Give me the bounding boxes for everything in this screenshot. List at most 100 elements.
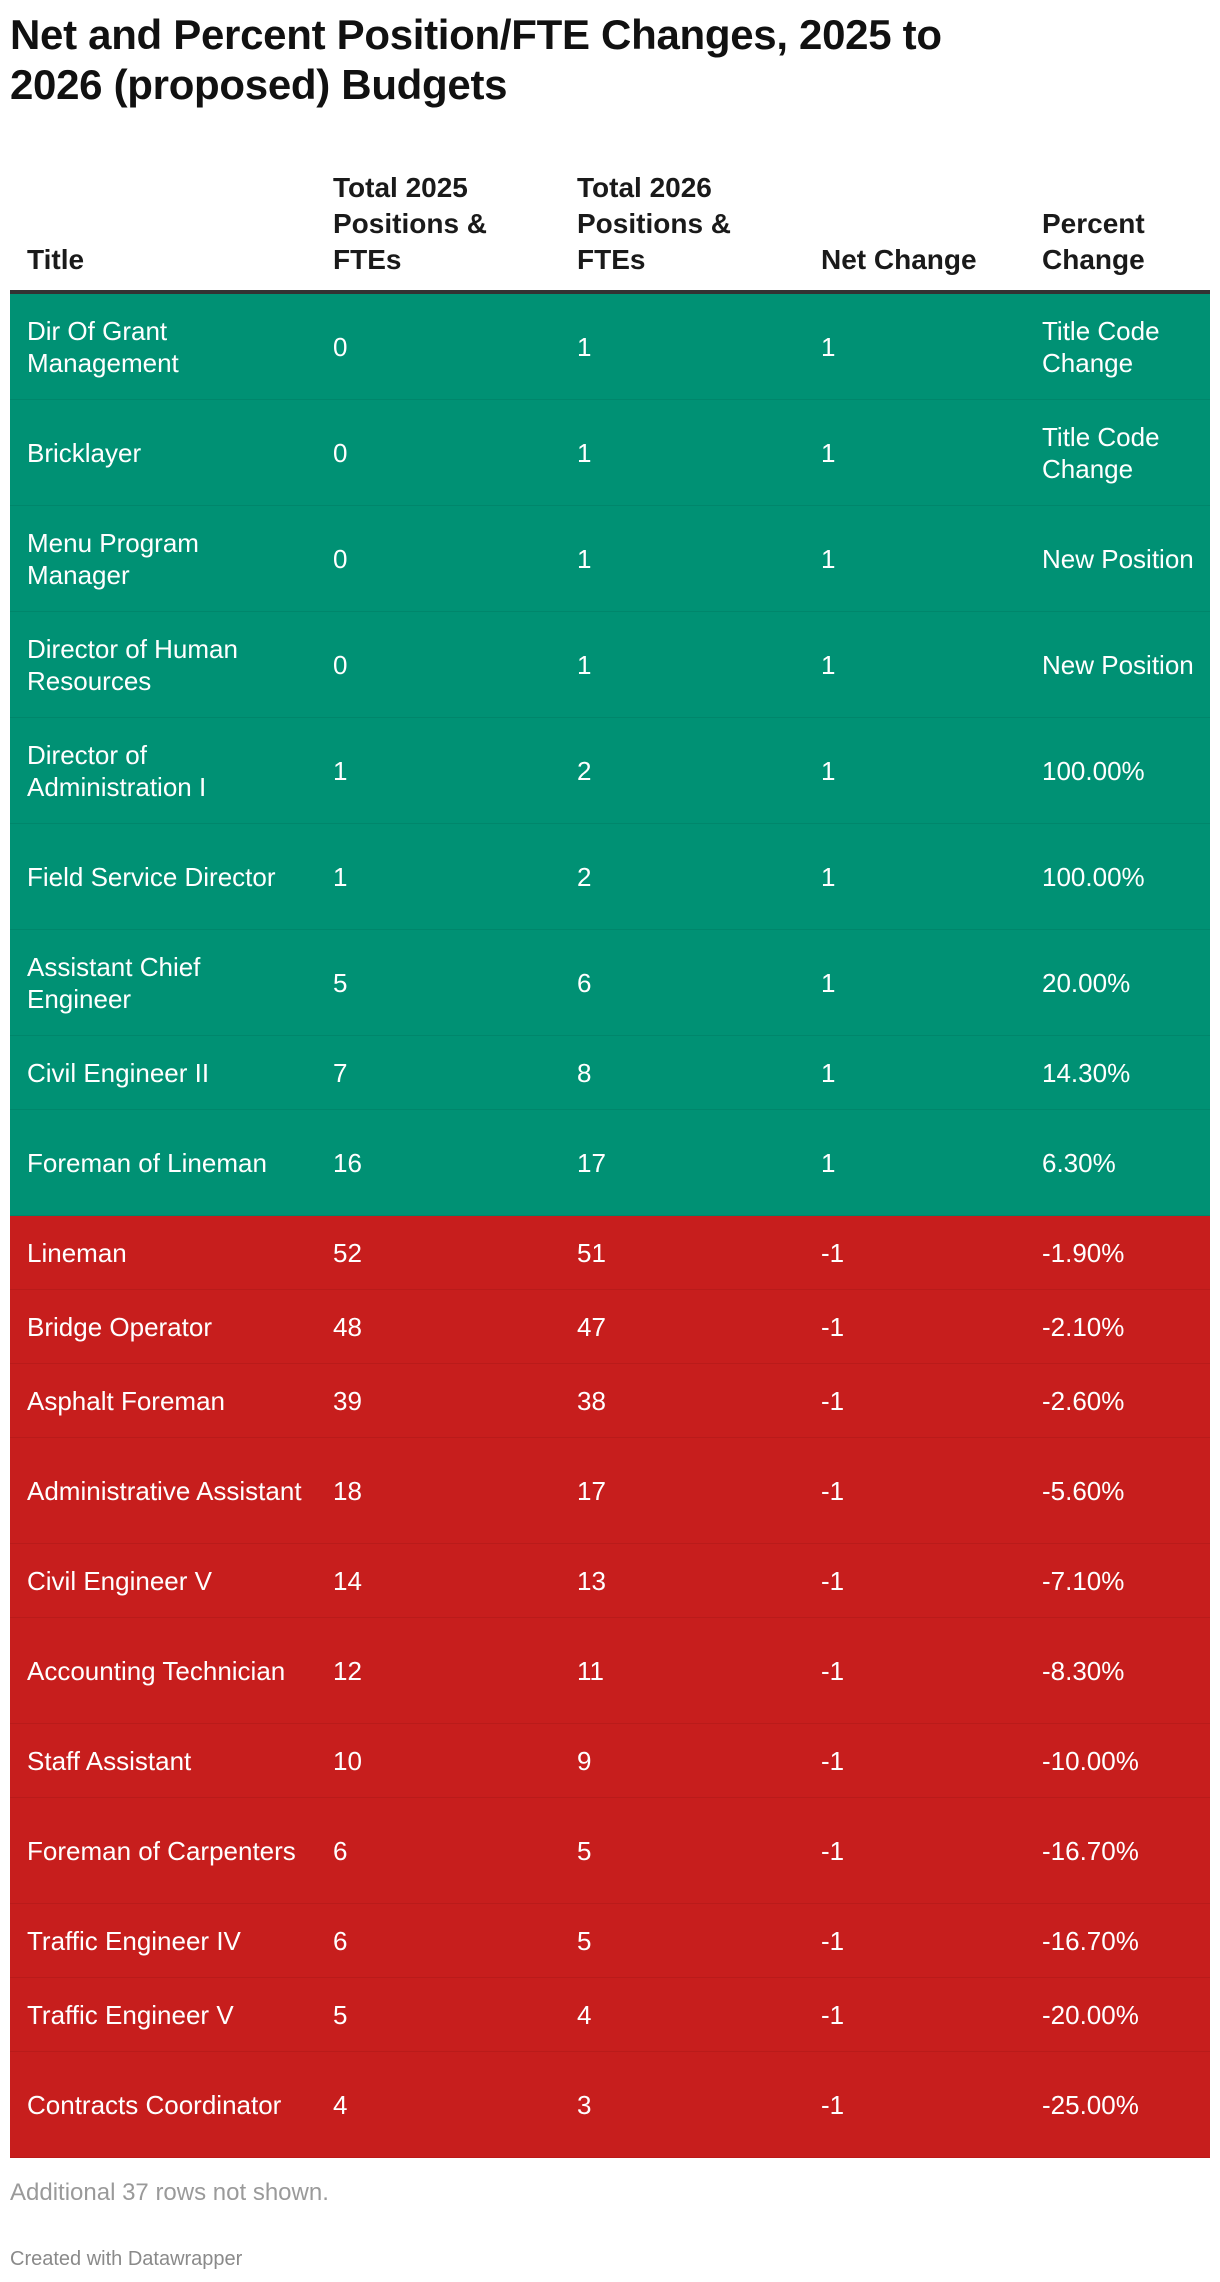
cell-total-2025: 48 xyxy=(333,1311,362,1342)
cell-total-2026: 1 xyxy=(577,543,592,574)
cell-net-change: -1 xyxy=(821,1745,845,1776)
cell-percent-change: -16.70% xyxy=(1042,1835,1139,1866)
header-percent-change[interactable]: Percent Change xyxy=(1042,208,1145,275)
cell-percent-change: -2.60% xyxy=(1042,1385,1125,1416)
cell-total-2025: 18 xyxy=(333,1475,362,1506)
cell-percent-change: -7.10% xyxy=(1042,1565,1125,1596)
cell-percent-change: 100.00% xyxy=(1042,861,1145,892)
cell-title: Foreman of Lineman xyxy=(27,1147,267,1178)
table-row: Contracts Coordinator 4 3 -1 -25.00% xyxy=(10,2052,1210,2158)
table-row: Civil Engineer II 7 8 1 14.30% xyxy=(10,1036,1210,1110)
cell-total-2025: 5 xyxy=(333,1999,348,2030)
cell-total-2026: 2 xyxy=(577,861,592,892)
cell-net-change: -1 xyxy=(821,1835,845,1866)
cell-total-2025: 14 xyxy=(333,1565,362,1596)
cell-total-2025: 6 xyxy=(333,1925,348,1956)
cell-net-change: -1 xyxy=(821,1475,845,1506)
cell-total-2026: 47 xyxy=(577,1311,606,1342)
cell-net-change: 1 xyxy=(821,331,836,362)
cell-total-2025: 5 xyxy=(333,967,348,998)
cell-title: Asphalt Foreman xyxy=(27,1385,225,1416)
table-row: Accounting Technician 12 11 -1 -8.30% xyxy=(10,1618,1210,1724)
cell-total-2026: 1 xyxy=(577,649,592,680)
cell-total-2025: 1 xyxy=(333,861,348,892)
header-title[interactable]: Title xyxy=(27,244,85,275)
cell-total-2025: 1 xyxy=(333,755,348,786)
cell-net-change: -1 xyxy=(821,1237,845,1268)
cell-total-2025: 12 xyxy=(333,1655,362,1686)
cell-net-change: 1 xyxy=(821,649,836,680)
table-row: Traffic Engineer IV 6 5 -1 -16.70% xyxy=(10,1904,1210,1978)
cell-net-change: -1 xyxy=(821,1311,845,1342)
cell-percent-change: -16.70% xyxy=(1042,1925,1139,1956)
cell-title: Assistant Chief Engineer xyxy=(27,951,201,1014)
table-row: Civil Engineer V 14 13 -1 -7.10% xyxy=(10,1544,1210,1618)
table-row: Staff Assistant 10 9 -1 -10.00% xyxy=(10,1724,1210,1798)
cell-total-2025: 0 xyxy=(333,331,348,362)
cell-percent-change: -5.60% xyxy=(1042,1475,1125,1506)
cell-net-change: -1 xyxy=(821,1655,845,1686)
cell-percent-change: New Position xyxy=(1042,649,1194,680)
cell-total-2026: 2 xyxy=(577,755,592,786)
header-net-change[interactable]: Net Change xyxy=(821,244,977,275)
table-row: Administrative Assistant 18 17 -1 -5.60% xyxy=(10,1438,1210,1544)
header-total-2025[interactable]: Total 2025 Positions & FTEs xyxy=(333,172,488,275)
cell-net-change: -1 xyxy=(821,1925,845,1956)
cell-title: Traffic Engineer V xyxy=(27,1999,234,2030)
cell-net-change: 1 xyxy=(821,755,836,786)
cell-total-2026: 3 xyxy=(577,2089,592,2120)
table-row: Director of Administration I 1 2 1 100.00% xyxy=(10,718,1210,824)
cell-net-change: 1 xyxy=(821,967,836,998)
cell-title: Foreman of Carpenters xyxy=(27,1835,296,1866)
cell-title: Civil Engineer V xyxy=(27,1565,212,1596)
cell-total-2026: 11 xyxy=(577,1655,604,1686)
cell-percent-change: 14.30% xyxy=(1042,1057,1131,1088)
cell-percent-change: 20.00% xyxy=(1042,967,1131,998)
cell-total-2025: 7 xyxy=(333,1057,348,1088)
cell-total-2026: 8 xyxy=(577,1057,592,1088)
table-row: Lineman 52 51 -1 -1.90% xyxy=(10,1216,1210,1290)
cell-title: Field Service Director xyxy=(27,861,276,892)
table-row: Director of Human Resources 0 1 1 New Positi… xyxy=(10,612,1210,718)
cell-total-2026: 13 xyxy=(577,1565,606,1596)
table-row: Field Service Director 1 2 1 100.00% xyxy=(10,824,1210,930)
cell-net-change: 1 xyxy=(821,861,836,892)
cell-title: Menu Program Manager xyxy=(27,527,199,590)
cell-title: Dir Of Grant Management xyxy=(27,315,179,378)
table-row: Menu Program Manager 0 1 1 New Position xyxy=(10,506,1210,612)
cell-total-2026: 51 xyxy=(577,1237,606,1268)
table-body: Dir Of Grant Management 0 1 1 Title Code Cha… xyxy=(10,294,1210,2158)
table-row: Foreman of Carpenters 6 5 -1 -16.70% xyxy=(10,1798,1210,1904)
table-row: Dir Of Grant Management 0 1 1 Title Code Cha… xyxy=(10,294,1210,400)
datawrapper-credit[interactable]: Created with Datawrapper xyxy=(10,2248,243,2270)
cell-percent-change: 100.00% xyxy=(1042,755,1145,786)
cell-total-2025: 39 xyxy=(333,1385,362,1416)
cell-net-change: -1 xyxy=(821,1385,845,1416)
table-row: Assistant Chief Engineer 5 6 1 20.00% xyxy=(10,930,1210,1036)
cell-net-change: 1 xyxy=(821,1057,836,1088)
cell-title: Lineman xyxy=(27,1237,127,1268)
table-header: Title Total 2025 Positions & FTEs Total … xyxy=(10,150,1210,294)
cell-title: Contracts Coordinator xyxy=(27,2089,282,2120)
cell-total-2025: 0 xyxy=(333,437,348,468)
cell-title: Bridge Operator xyxy=(27,1311,212,1342)
cell-net-change: 1 xyxy=(821,1147,836,1178)
cell-net-change: 1 xyxy=(821,543,836,574)
cell-total-2025: 52 xyxy=(333,1237,362,1268)
table-row: Foreman of Lineman 16 17 1 6.30% xyxy=(10,1110,1210,1216)
cell-total-2025: 4 xyxy=(333,2089,348,2120)
cell-percent-change: -1.90% xyxy=(1042,1237,1125,1268)
header-total-2026[interactable]: Total 2026 Positions & FTEs xyxy=(577,172,732,275)
table-row: Traffic Engineer V 5 4 -1 -20.00% xyxy=(10,1978,1210,2052)
cell-total-2025: 6 xyxy=(333,1835,348,1866)
cell-total-2025: 16 xyxy=(333,1147,362,1178)
cell-total-2025: 0 xyxy=(333,543,348,574)
cell-net-change: -1 xyxy=(821,2089,845,2120)
cell-title: Bricklayer xyxy=(27,437,142,468)
cell-total-2025: 0 xyxy=(333,649,348,680)
cell-net-change: -1 xyxy=(821,1999,845,2030)
table-row: Asphalt Foreman 39 38 -1 -2.60% xyxy=(10,1364,1210,1438)
cell-total-2026: 9 xyxy=(577,1745,592,1776)
cell-total-2026: 4 xyxy=(577,1999,592,2030)
cell-percent-change: New Position xyxy=(1042,543,1194,574)
